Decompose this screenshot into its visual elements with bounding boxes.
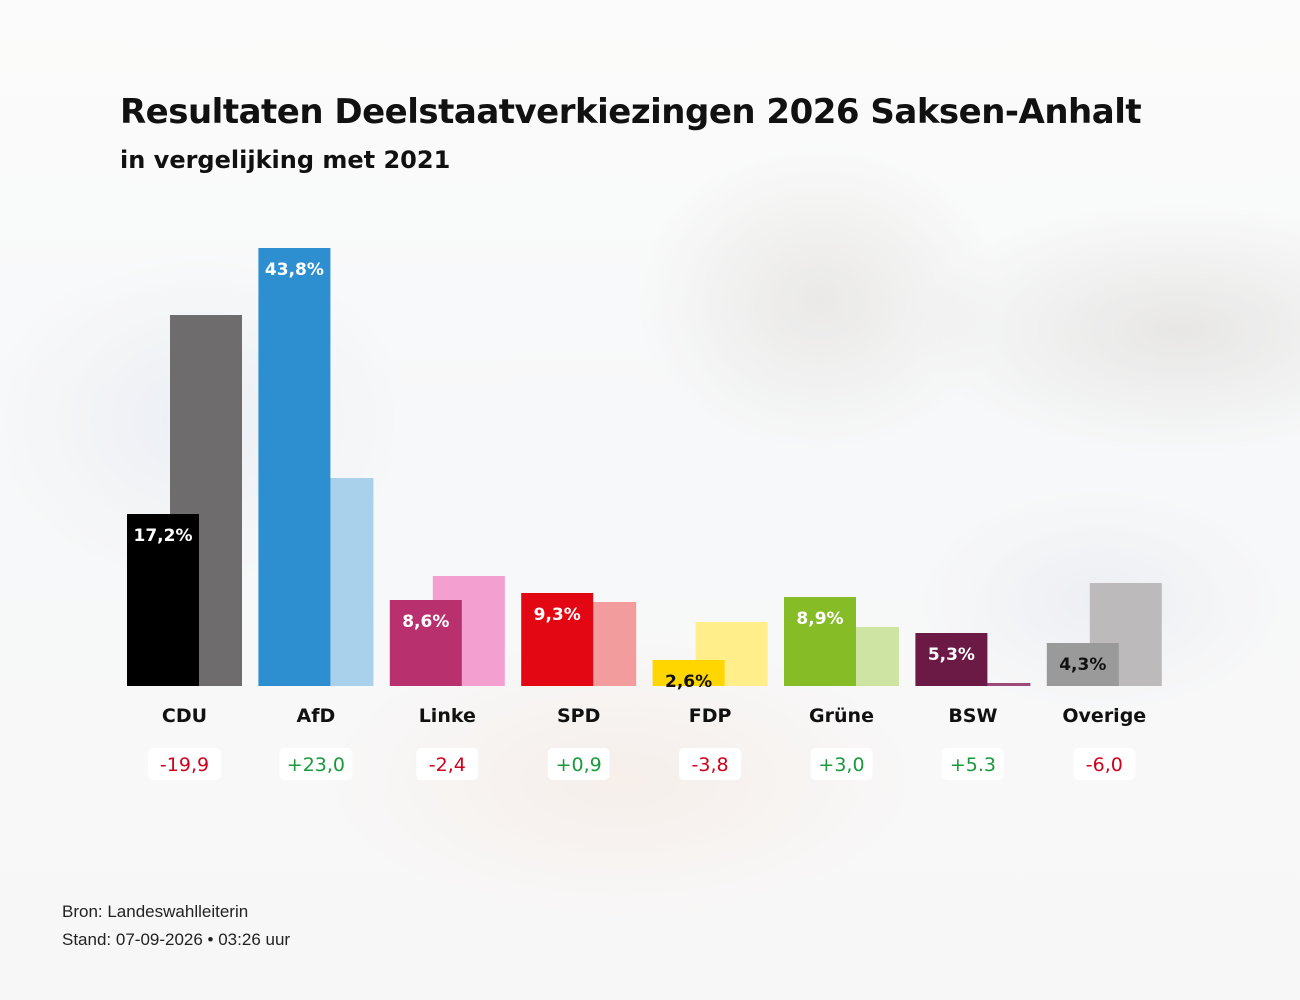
- bar-2026-afd: [258, 248, 331, 686]
- timestamp-note: Stand: 07-09-2026 • 03:26 uur: [62, 930, 291, 949]
- difference-badge-bsw: [941, 748, 1004, 780]
- bar-2026-overige: [1046, 643, 1119, 686]
- difference-label-bsw: +5.3: [950, 754, 996, 776]
- difference-badge-afd: [279, 748, 353, 780]
- difference-label-fdp: -3,8: [692, 754, 729, 776]
- chart-subtitle: in vergelijking met 2021: [120, 146, 451, 174]
- bar-2026-fdp: [652, 660, 725, 686]
- difference-label-cdu: -19,9: [160, 754, 209, 776]
- bar-2026-spd: [521, 593, 594, 686]
- difference-label-gr-ne: +3,0: [818, 754, 864, 776]
- category-label-spd: SPD: [557, 705, 600, 727]
- category-label-afd: AfD: [297, 705, 336, 727]
- difference-label-linke: -2,4: [429, 754, 466, 776]
- data-label-bsw: 5,3%: [928, 645, 975, 665]
- data-label-cdu: 17,2%: [134, 526, 193, 546]
- bar-2026-gr-ne: [784, 597, 856, 686]
- data-label-spd: 9,3%: [534, 605, 581, 625]
- difference-label-overige: -6,0: [1086, 754, 1123, 776]
- bar-2026-bsw: [915, 633, 988, 686]
- category-label-cdu: CDU: [162, 705, 207, 727]
- difference-badge-cdu: [148, 748, 221, 780]
- difference-label-spd: +0,9: [556, 754, 602, 776]
- difference-badge-linke: [416, 748, 479, 780]
- bar-2026-linke: [389, 600, 462, 686]
- category-label-gr-ne: Grüne: [809, 705, 874, 727]
- bar-2026-cdu: [127, 514, 199, 686]
- data-label-fdp: 2,6%: [665, 672, 712, 692]
- difference-badge-fdp: [679, 748, 742, 780]
- data-label-overige: 4,3%: [1059, 655, 1106, 675]
- category-label-fdp: FDP: [689, 705, 732, 727]
- difference-badge-overige: [1073, 748, 1136, 780]
- source-note: Bron: Landeswahlleiterin: [62, 902, 249, 921]
- chart-title: Resultaten Deelstaatverkiezingen 2026 Sa…: [120, 92, 1142, 132]
- category-label-linke: Linke: [419, 705, 476, 727]
- category-label-overige: Overige: [1062, 705, 1146, 727]
- difference-badge-gr-ne: [810, 748, 873, 780]
- category-label-bsw: BSW: [948, 705, 997, 727]
- data-label-linke: 8,6%: [402, 612, 449, 632]
- difference-badge-spd: [547, 748, 610, 780]
- data-label-afd: 43,8%: [265, 260, 324, 280]
- data-label-gr-ne: 8,9%: [796, 609, 843, 629]
- bar-previous-bsw: [958, 683, 1031, 686]
- difference-label-afd: +23,0: [287, 754, 345, 776]
